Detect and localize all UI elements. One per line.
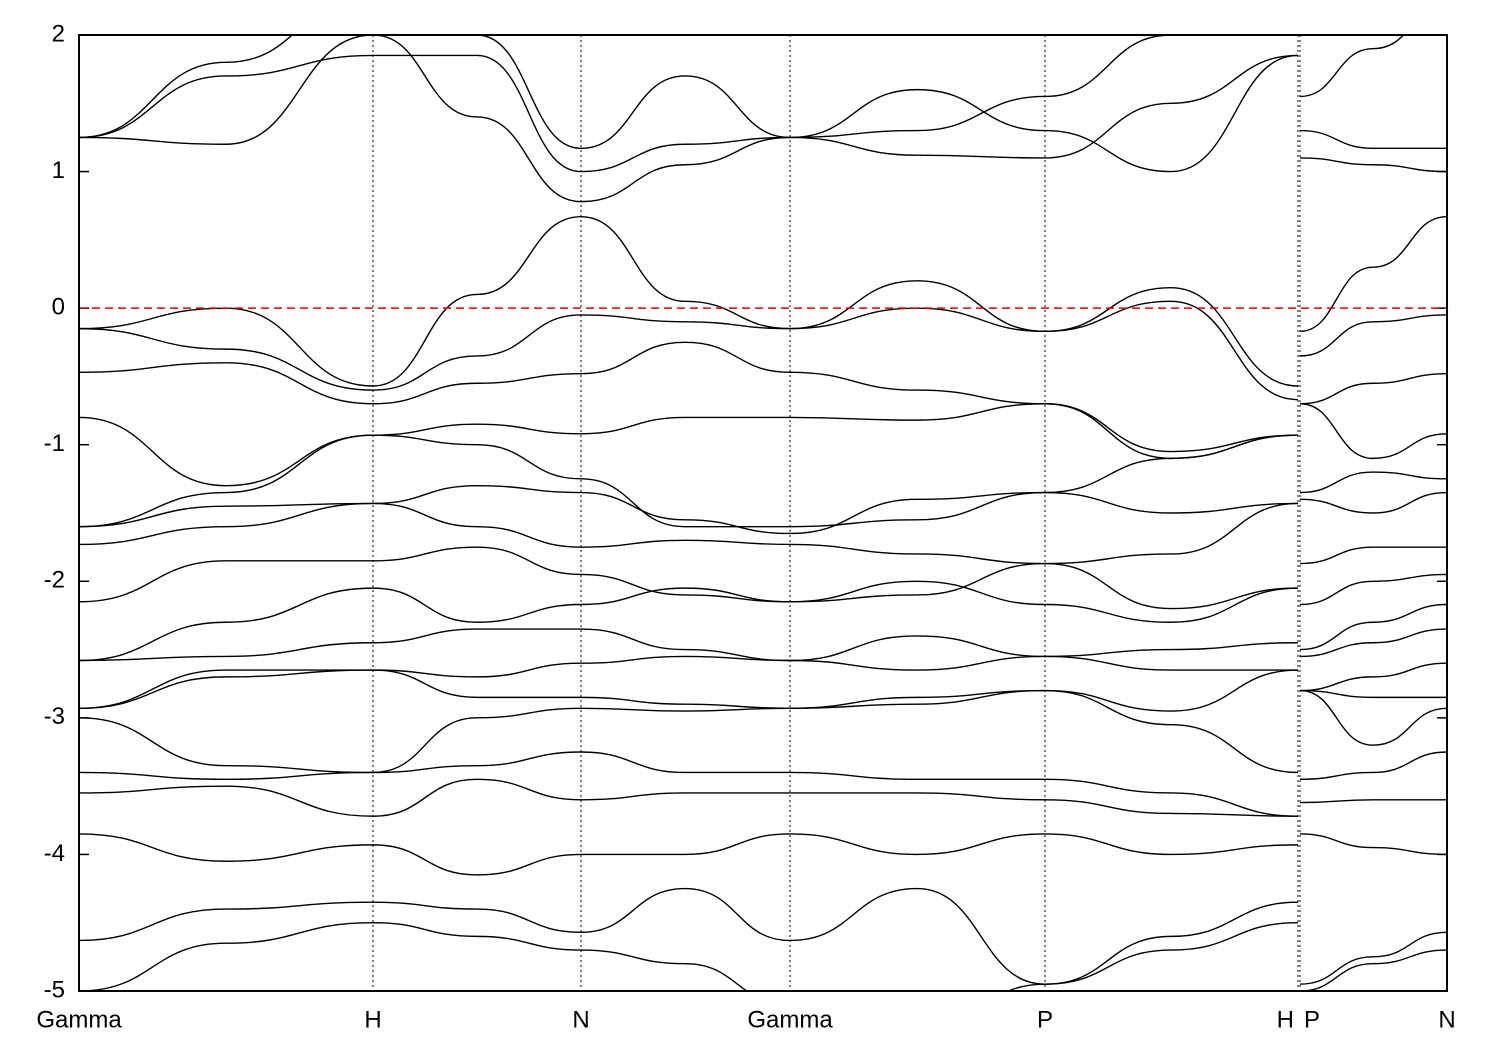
band <box>79 887 1447 985</box>
y-tick-label: -4 <box>44 840 65 867</box>
y-tick-label: -5 <box>44 976 65 1003</box>
x-tick-label: N <box>572 1006 589 1033</box>
band <box>79 669 1447 774</box>
x-tick-label: H <box>1277 1006 1294 1033</box>
band <box>79 546 1447 610</box>
band <box>79 215 1447 387</box>
bands <box>79 35 1447 991</box>
x-tick-label: H <box>364 1006 381 1033</box>
x-tick-label: P <box>1037 1006 1053 1033</box>
band <box>79 669 1447 774</box>
y-tick-label: -3 <box>44 703 65 730</box>
band <box>79 751 1447 817</box>
x-tick-label: P <box>1304 1006 1320 1033</box>
band <box>79 922 1447 991</box>
band <box>79 403 1447 487</box>
band <box>79 300 1447 401</box>
band <box>79 502 1447 565</box>
band <box>79 35 1447 173</box>
band <box>79 484 1447 535</box>
band <box>79 778 1447 817</box>
band <box>79 35 1405 203</box>
x-tick-label: N <box>1438 1006 1455 1033</box>
y-tick-label: 1 <box>52 157 65 184</box>
y-tick-label: -2 <box>44 567 65 594</box>
band <box>79 833 1447 876</box>
band <box>79 655 1447 709</box>
y-tick-label: 2 <box>52 20 65 47</box>
band <box>79 54 1447 173</box>
band <box>79 341 1447 460</box>
plot-frame <box>78 34 1448 992</box>
band <box>79 580 1447 662</box>
x-tick-label: Gamma <box>36 1006 122 1033</box>
y-tick-label: -1 <box>44 430 65 457</box>
band <box>79 628 1447 662</box>
y-tick-label: 0 <box>52 293 65 320</box>
band <box>79 434 1447 528</box>
x-tick-label: Gamma <box>747 1006 833 1033</box>
